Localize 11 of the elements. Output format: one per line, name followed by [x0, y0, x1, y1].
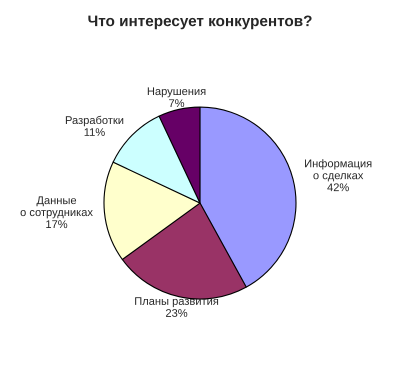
data-label: 23%	[166, 309, 188, 317]
slice-label: Информация о сделках	[305, 159, 372, 182]
data-label: 7%	[169, 99, 184, 108]
chart-title: Что интересует конкурентов?	[88, 15, 312, 30]
data-label: 42%	[327, 183, 349, 192]
slice-label: Нарушения	[148, 87, 206, 98]
slice-label: Планы развития	[135, 297, 218, 308]
slice-label: Данные о сотрудниках	[20, 196, 93, 218]
data-label: 17%	[46, 220, 68, 228]
slice-label: Разработки	[66, 116, 124, 126]
data-label: 11%	[84, 128, 105, 136]
